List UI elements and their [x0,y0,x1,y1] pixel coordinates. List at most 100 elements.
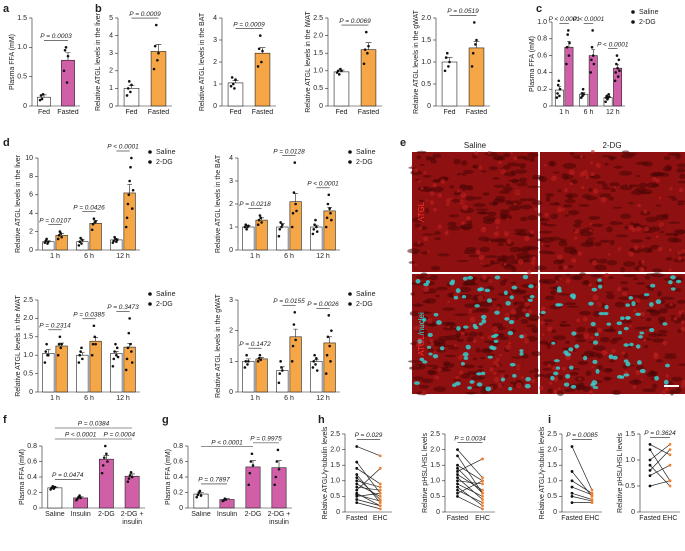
data-point [378,454,382,458]
nucleus [427,332,433,337]
texture [631,227,637,233]
y-tick-label: 0 [23,103,27,110]
data-point [648,474,652,477]
data-point [668,453,672,457]
data-point [90,353,94,357]
legend-label: Saline [639,9,659,16]
texture [575,338,587,343]
panel-letter: e [400,137,406,149]
nucleus [478,322,483,326]
p-value: P = 0.1472 [239,341,271,348]
y-tick-label: 0.2 [173,489,183,496]
x-tick-label: 2-DG [98,511,115,518]
texture [648,333,662,337]
texture [619,184,633,191]
x-tick-label: 2-DG + insulin [120,511,144,526]
texture [552,335,567,341]
y-tick-label: 6 [29,192,33,199]
bar [613,67,623,107]
texture [609,156,615,161]
y-axis-label: Relative ATGL levels in the gWAT [413,9,420,114]
x-tick-label: 12 h [116,253,130,260]
data-point [570,470,574,473]
nucleus [571,331,577,336]
texture [590,150,595,155]
nucleus [654,375,659,381]
x-tick-label: Insulin [216,511,238,518]
texture [513,232,524,236]
data-point [648,484,652,488]
image [540,152,685,272]
texture [410,170,422,176]
texture [667,237,679,243]
nucleus [590,321,596,327]
row-label-part: ATGL [417,201,426,222]
pair-line [457,449,483,478]
bar [76,354,89,393]
bar [98,458,114,509]
texture [664,353,677,356]
data-point [38,98,42,102]
texture [465,195,475,201]
data-point [100,471,104,475]
data-point [278,228,282,231]
x-tick-label-box: Fasted [466,109,487,116]
x-tick-label: 12 h [116,395,130,402]
texture [541,333,545,336]
texture [429,341,435,347]
data-point [616,75,620,78]
legend-marker [631,20,635,24]
texture [510,381,517,385]
texture [418,212,421,216]
texture [423,236,428,242]
texture [434,237,442,241]
texture [542,368,552,371]
texture [472,339,477,344]
texture [419,163,425,167]
data-point [260,60,263,64]
data-point [456,463,459,467]
data-point [127,193,131,197]
nucleus [670,287,676,291]
nucleus [425,280,431,284]
data-point [114,342,117,346]
legend-label: 2-DG [356,301,373,308]
x-tick-label-box: 2-DG [98,511,115,518]
texture [447,325,450,329]
x-tick-label-box: Fed [443,109,455,116]
data-point [567,54,571,57]
data-point [337,73,341,76]
x-tick-label: Fed [335,109,348,116]
data-point [244,223,248,226]
nucleus [509,362,516,367]
texture [434,376,437,379]
y-tick-label: 0 [213,103,217,110]
data-point [81,357,84,361]
texture [495,195,506,202]
data-point [481,498,484,501]
data-point [355,445,359,448]
y-tick-label: 10 [25,155,33,162]
x-tick-label: Saline [45,511,65,518]
data-point [456,491,459,495]
texture [510,281,517,285]
data-point [128,317,131,320]
data-point [328,207,331,210]
data-point [124,368,128,372]
nucleus [524,383,531,389]
nucleus [485,386,492,392]
texture [437,224,443,230]
texture [529,370,534,374]
nucleus [569,365,574,370]
data-point [567,29,570,32]
nucleus [604,304,609,310]
y-tick-label: 0.5 [23,370,33,377]
data-point [355,482,359,486]
data-point [243,366,247,369]
y-axis-label: Relative ATGL/γ-tubulin levels [322,426,329,519]
data-point [443,69,447,73]
texture [592,188,599,194]
x-tick-label: Fasted [561,515,583,522]
texture [555,280,559,284]
data-point [126,202,130,206]
